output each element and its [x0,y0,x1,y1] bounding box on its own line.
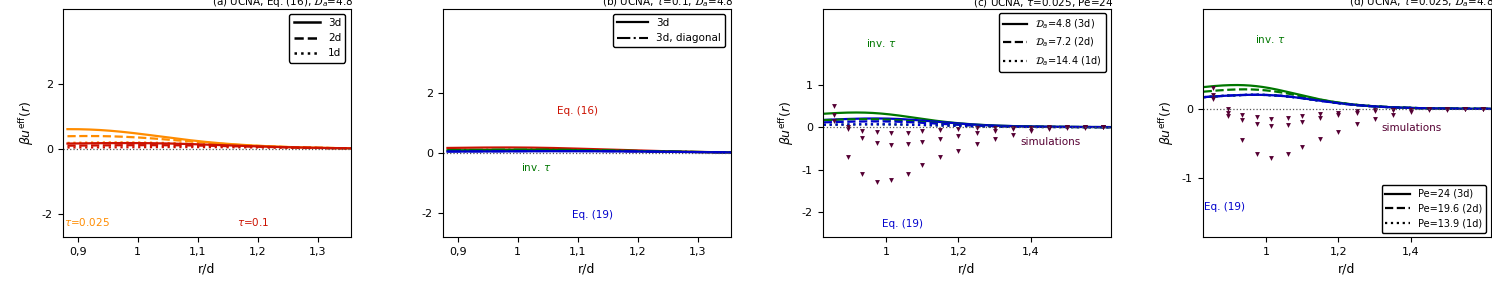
Text: simulations: simulations [1021,137,1080,147]
Text: inv. $\tau$: inv. $\tau$ [521,161,551,173]
Text: inv. $\tau$: inv. $\tau$ [1255,33,1286,45]
Text: (d) UCNA, $\tau$=0.025, $\mathcal{D}_a$=4.8: (d) UCNA, $\tau$=0.025, $\mathcal{D}_a$=… [1349,0,1492,9]
Y-axis label: $\beta u^{\mathrm{eff}}(r)$: $\beta u^{\mathrm{eff}}(r)$ [1158,101,1176,145]
X-axis label: r/d: r/d [958,263,976,276]
Text: Eq. (19): Eq. (19) [571,210,613,220]
Y-axis label: $\beta u^{\mathrm{eff}}(r)$: $\beta u^{\mathrm{eff}}(r)$ [777,101,797,145]
Text: Eq. (19): Eq. (19) [882,219,924,229]
X-axis label: r/d: r/d [577,263,595,276]
Legend: Pe=24 (3d), Pe=19.6 (2d), Pe=13.9 (1d): Pe=24 (3d), Pe=19.6 (2d), Pe=13.9 (1d) [1382,185,1486,233]
Text: $\tau$=0.025: $\tau$=0.025 [64,216,109,228]
Text: (c) UCNA, $\tau$=0.025, Pe=24: (c) UCNA, $\tau$=0.025, Pe=24 [973,0,1113,9]
Text: $\tau$=0.1: $\tau$=0.1 [237,216,269,228]
X-axis label: r/d: r/d [198,263,215,276]
Text: (b) UCNA, $\tau$=0.1, $\mathcal{D}_a$=4.8: (b) UCNA, $\tau$=0.1, $\mathcal{D}_a$=4.… [601,0,734,9]
Text: simulations: simulations [1382,123,1443,133]
Y-axis label: $\beta u^{\mathrm{eff}}(r)$: $\beta u^{\mathrm{eff}}(r)$ [18,101,36,145]
Text: Eq. (16): Eq. (16) [557,106,598,116]
Legend: $\mathcal{D}_a$=4.8 (3d), $\mathcal{D}_a$=7.2 (2d), $\mathcal{D}_a$=14.4 (1d): $\mathcal{D}_a$=4.8 (3d), $\mathcal{D}_a… [1000,13,1106,72]
X-axis label: r/d: r/d [1338,263,1355,276]
Text: Eq. (19): Eq. (19) [1204,202,1244,212]
Text: (a) UCNA, Eq. (16), $\mathcal{D}_a$=4.8: (a) UCNA, Eq. (16), $\mathcal{D}_a$=4.8 [212,0,354,9]
Legend: 3d, 3d, diagonal: 3d, 3d, diagonal [613,14,725,47]
Text: inv. $\tau$: inv. $\tau$ [865,37,897,49]
Legend: 3d, 2d, 1d: 3d, 2d, 1d [289,14,345,63]
